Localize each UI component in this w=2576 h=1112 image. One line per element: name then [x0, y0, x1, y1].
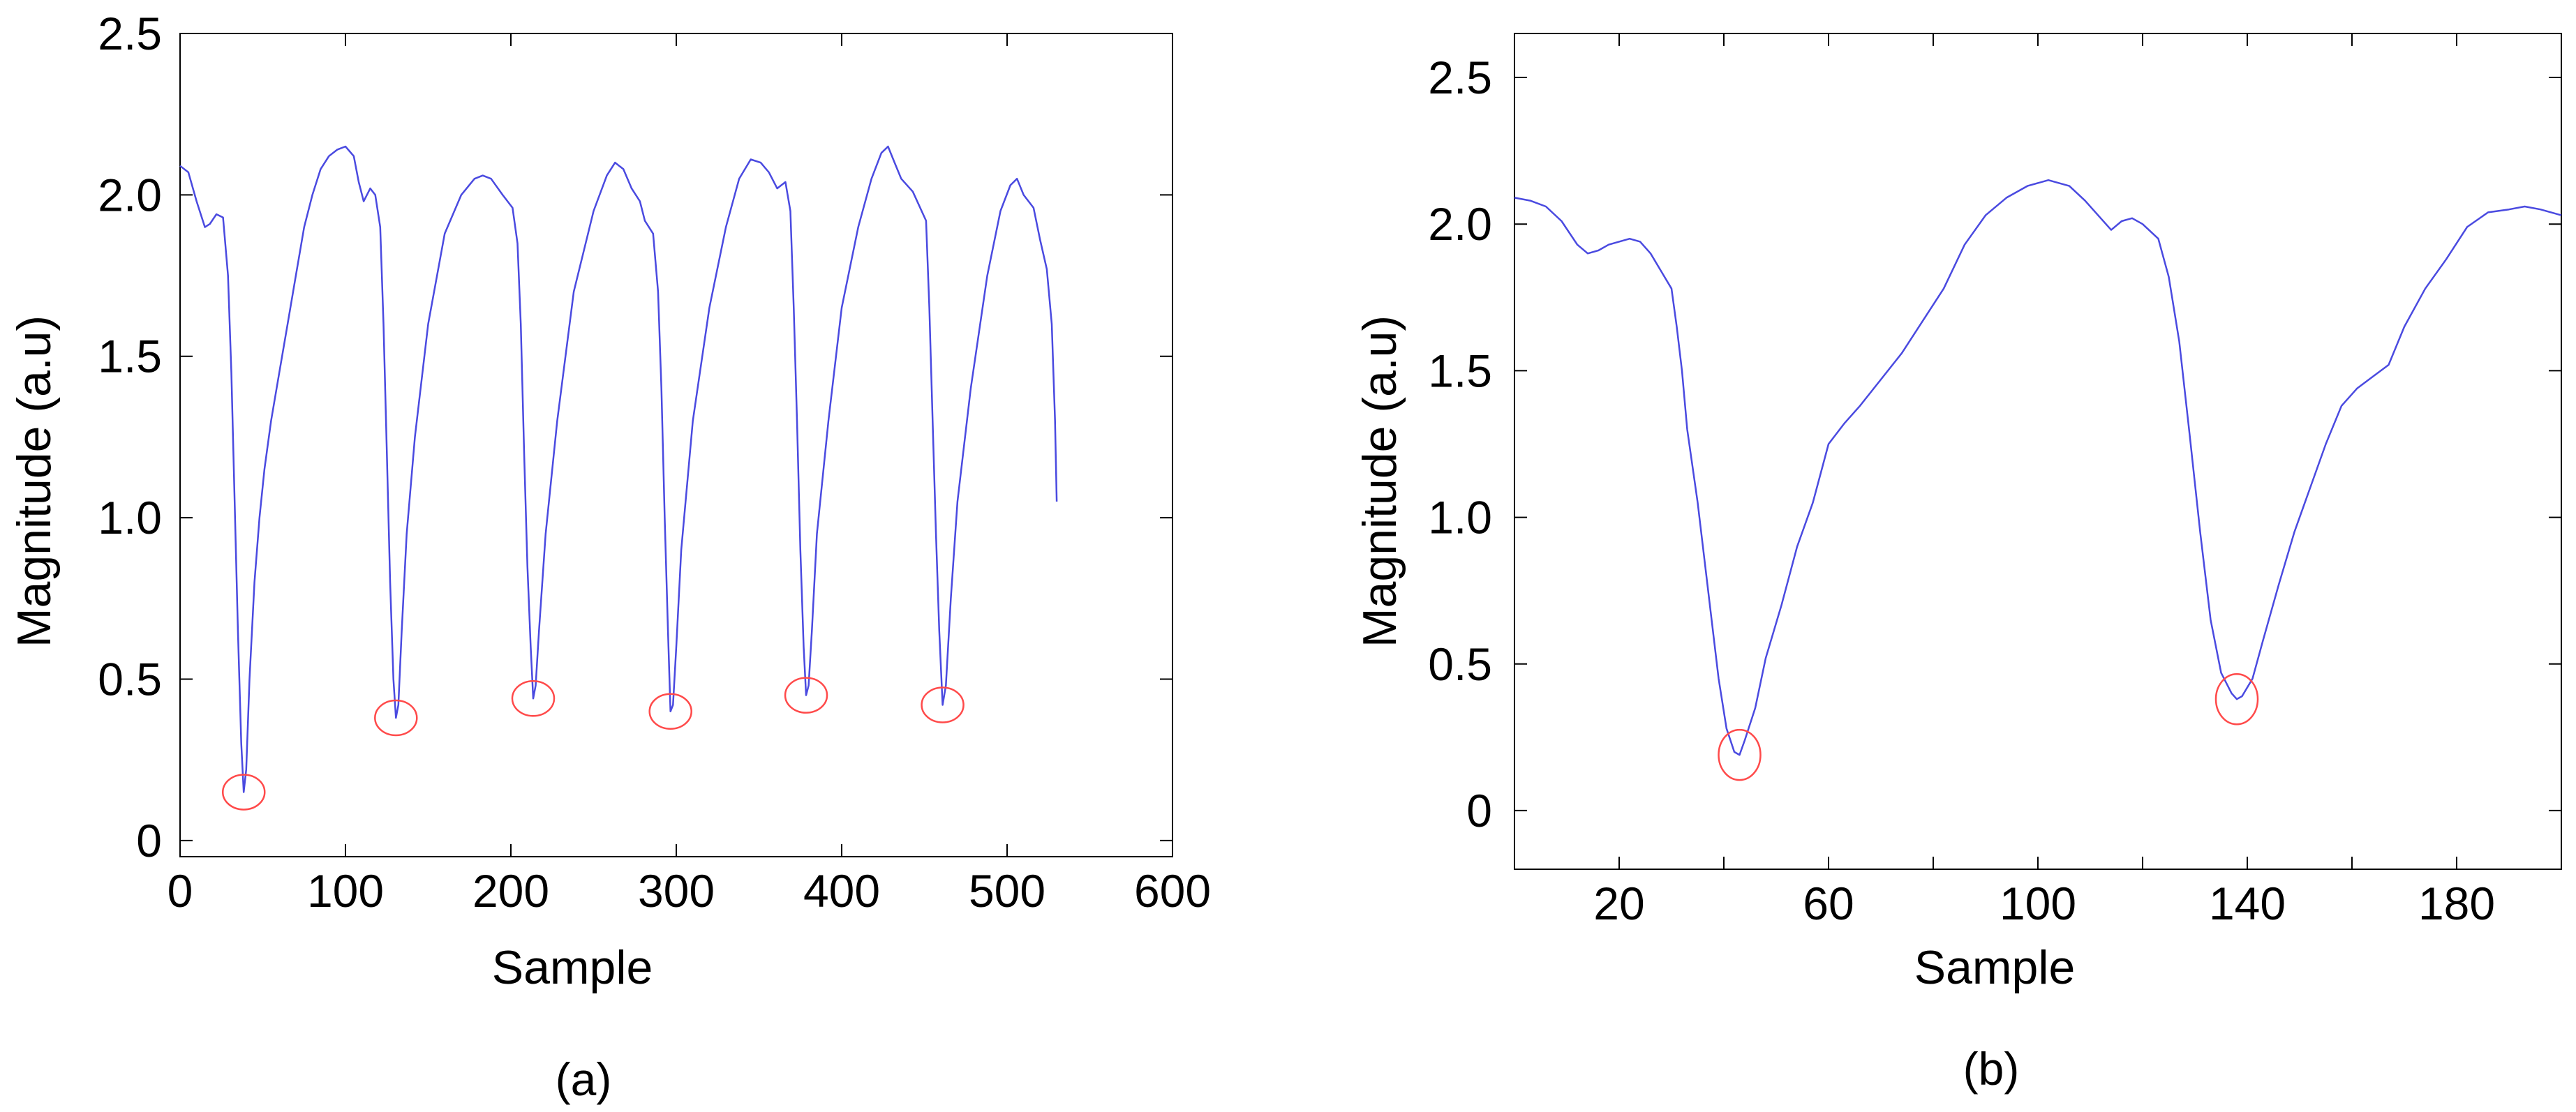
x-tick-label: 0	[167, 865, 193, 917]
y-tick-label: 2.0	[1428, 198, 1492, 250]
x-tick-label: 400	[803, 865, 880, 917]
y-tick-label: 2.0	[98, 169, 162, 220]
x-tick-label: 500	[969, 865, 1045, 917]
minimum-marker	[921, 686, 965, 723]
x-tick-label: 100	[307, 865, 384, 917]
panel-b: 20 60 100 140 180 0 0.5 1.0 1.5 2.0 2.5 Sample Mag…	[1353, 33, 2562, 1095]
y-tick-label: 1.5	[1428, 345, 1492, 396]
y-tick-label: 0	[1466, 785, 1492, 836]
y-tick-label: 0.5	[98, 653, 162, 705]
minimum-marker	[784, 677, 828, 714]
minimum-marker	[511, 680, 556, 717]
panel-b-x-axis-label: Sample	[1914, 941, 2076, 994]
minimum-marker	[1718, 728, 1762, 781]
minimum-marker	[221, 774, 266, 811]
panel-b-minima-markers	[1718, 673, 2259, 781]
x-tick-label: 300	[638, 865, 715, 917]
panel-a-x-axis-label: Sample	[492, 941, 653, 994]
panel-b-ticks	[1514, 33, 2561, 869]
panel-b-tick-labels: 20 60 100 140 180 0 0.5 1.0 1.5 2.0 2.5	[1428, 52, 2495, 929]
minimum-marker	[374, 699, 418, 737]
panel-a-ticks	[179, 33, 1173, 857]
x-tick-label: 140	[2209, 878, 2286, 929]
panel-a-tick-labels: 0 100 200 300 400 500 600 0 0.5 1.0 1.5 2.0 2.5	[98, 8, 1211, 917]
x-tick-label: 20	[1593, 878, 1644, 929]
series-line	[179, 145, 1058, 793]
x-tick-label: 60	[1803, 878, 1854, 929]
panel-a-minima-markers	[221, 677, 965, 811]
minimum-marker	[648, 693, 692, 730]
y-tick-label: 0	[136, 815, 162, 866]
x-tick-label: 600	[1134, 865, 1211, 917]
panel-a-series	[179, 145, 1058, 793]
panel-b-series	[1514, 179, 2562, 756]
panel-a: 0 100 200 300 400 500 600 0 0.5 1.0 1.5 2.0 2.5 Samp…	[8, 8, 1211, 1105]
x-tick-label: 200	[472, 865, 549, 917]
y-tick-label: 2.5	[1428, 52, 1492, 103]
y-tick-label: 1.0	[1428, 492, 1492, 543]
minimum-marker	[2214, 673, 2259, 726]
x-tick-label: 100	[2000, 878, 2076, 929]
panel-b-caption: (b)	[1963, 1043, 2020, 1095]
series-line	[1514, 179, 2562, 756]
y-tick-label: 0.5	[1428, 638, 1492, 690]
y-tick-label: 2.5	[98, 8, 162, 59]
y-tick-label: 1.0	[98, 492, 162, 543]
panel-a-y-axis-label: Magnitude (a.u)	[8, 315, 61, 647]
panel-b-y-axis-label: Magnitude (a.u)	[1353, 315, 1406, 647]
x-tick-label: 180	[2418, 878, 2495, 929]
y-tick-label: 1.5	[98, 331, 162, 382]
panel-a-caption: (a)	[556, 1053, 612, 1105]
